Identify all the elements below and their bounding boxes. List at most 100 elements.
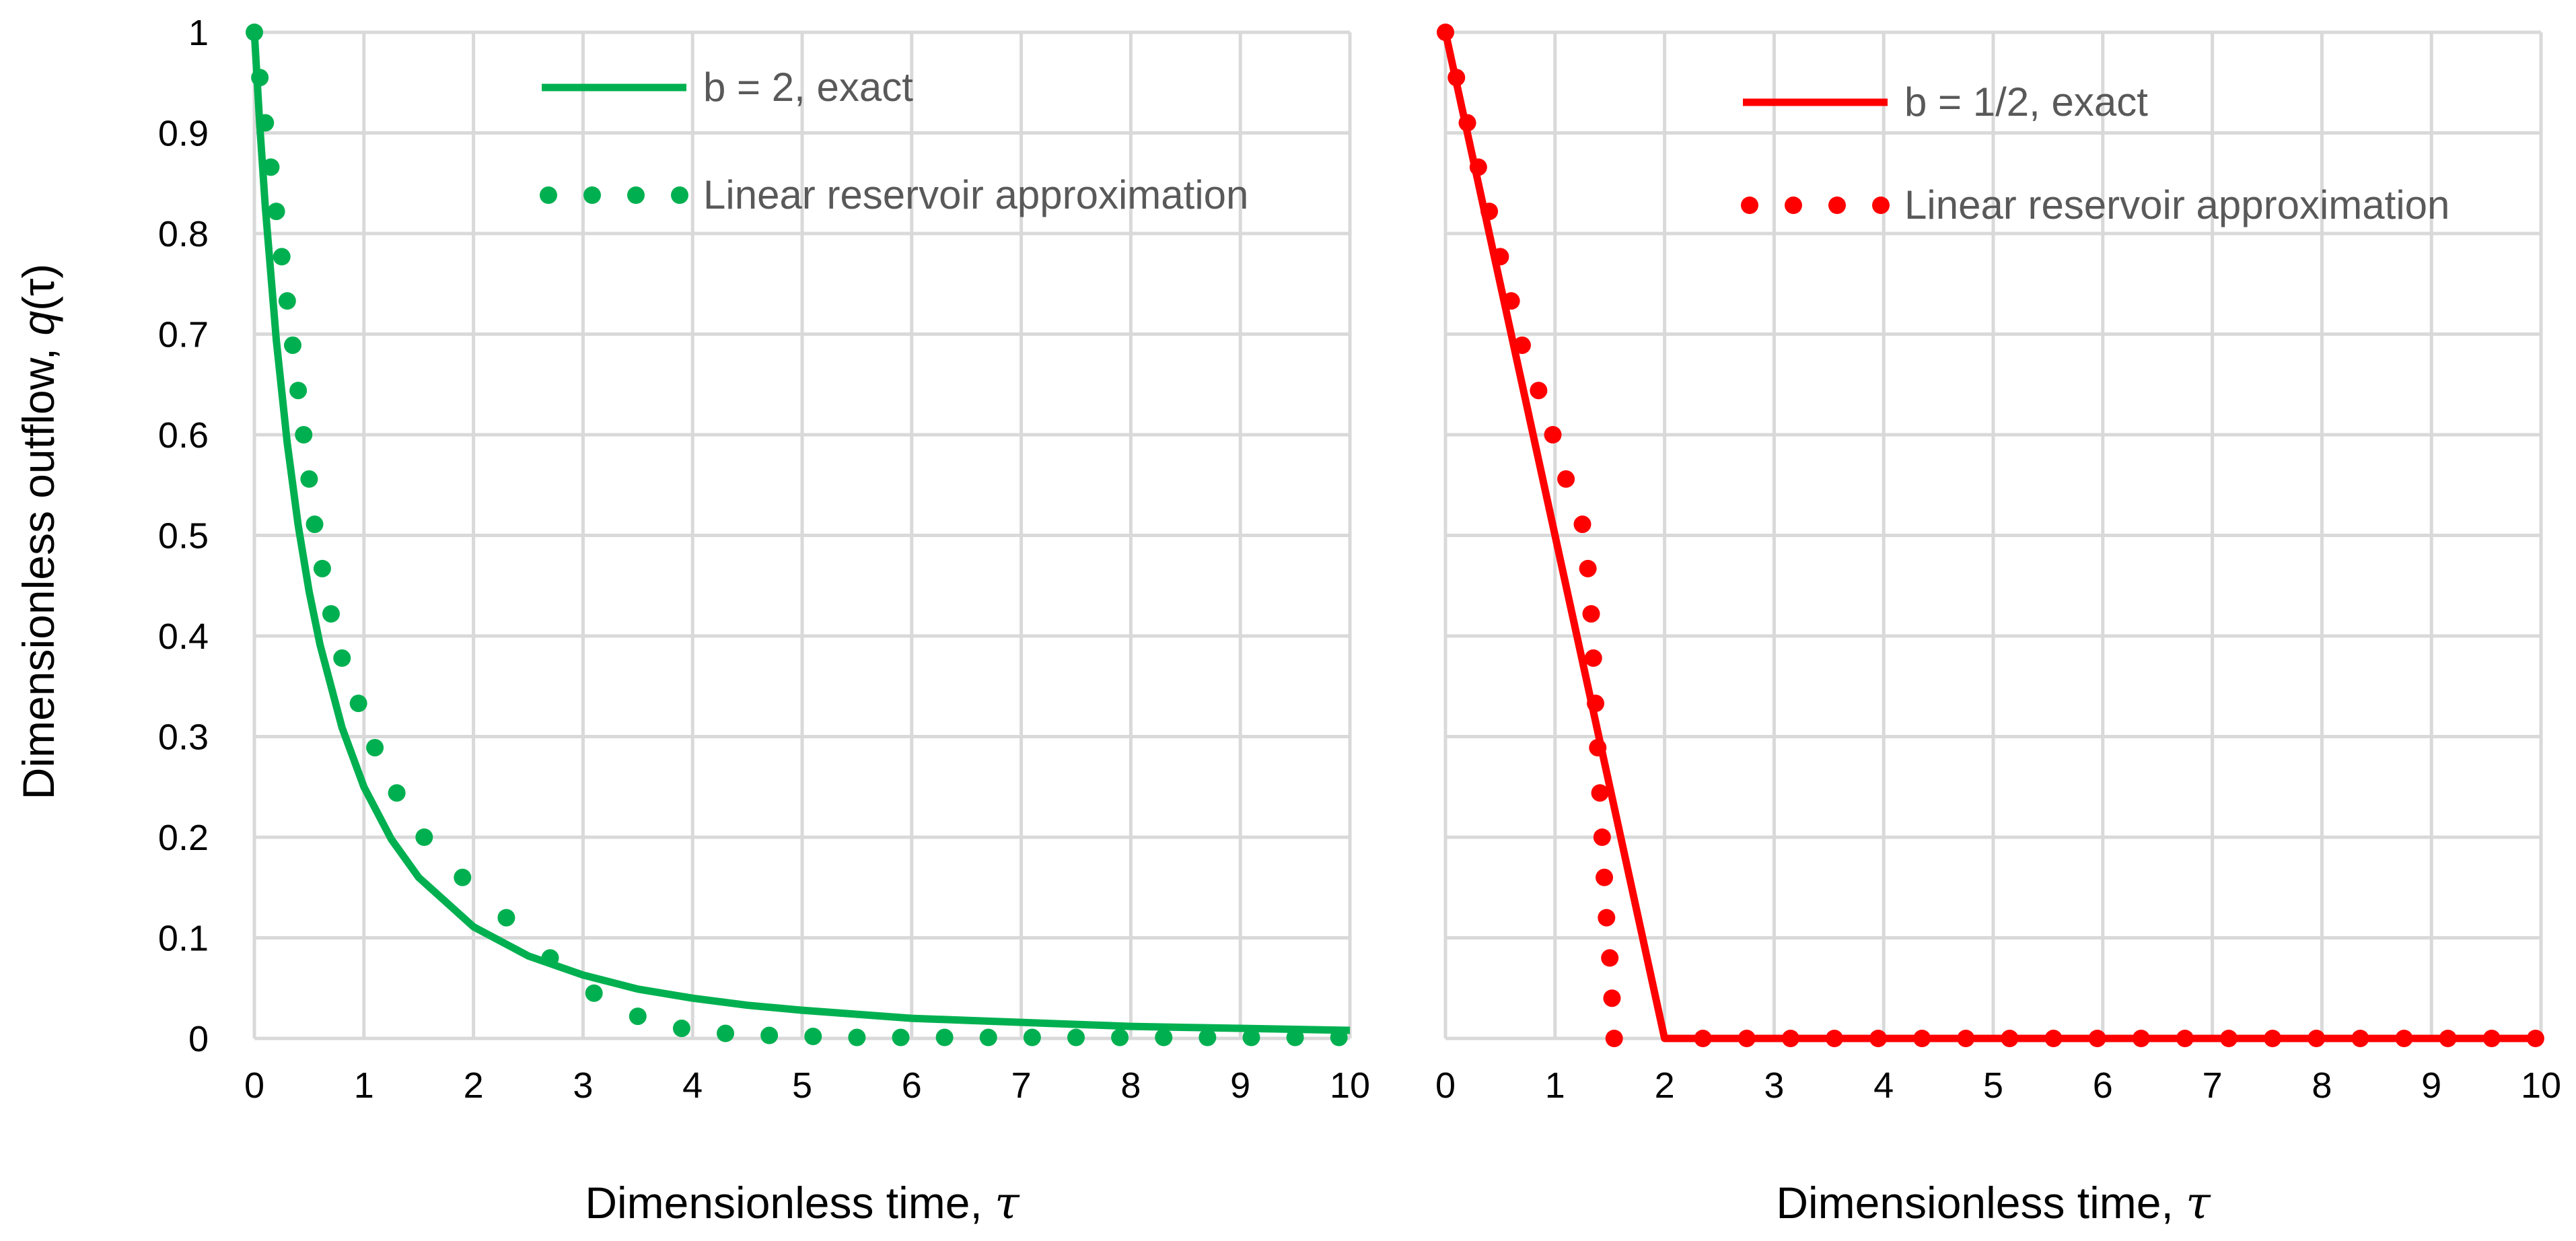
data-point — [1587, 695, 1605, 713]
legend-label: Linear reservoir approximation — [703, 172, 1248, 217]
x-tick-label: 9 — [1230, 1065, 1250, 1106]
y-tick-label: 0.6 — [158, 415, 209, 456]
legend-label: b = 1/2, exact — [1904, 79, 2148, 125]
y-tick-label: 0.2 — [158, 818, 209, 858]
data-point — [283, 336, 301, 354]
data-point — [2132, 1030, 2150, 1047]
data-point — [2264, 1030, 2282, 1047]
data-point — [629, 1007, 647, 1026]
data-point — [322, 605, 340, 623]
x-tick-label: 6 — [902, 1065, 922, 1106]
data-point — [935, 1028, 954, 1047]
x-tick-label: 1 — [354, 1065, 374, 1106]
legend-dot-swatch — [1785, 197, 1802, 214]
data-point — [497, 909, 515, 927]
x-tick-label: 3 — [1764, 1065, 1784, 1106]
data-point — [1198, 1028, 1217, 1047]
data-point — [278, 292, 296, 310]
data-point — [1593, 828, 1611, 846]
y-tick-label: 0 — [188, 1019, 209, 1059]
data-point — [2088, 1030, 2106, 1047]
y-tick-label: 1 — [188, 13, 209, 53]
x-tick-label: 7 — [1011, 1065, 1032, 1106]
legend-dot-swatch — [671, 186, 688, 204]
legend-dot-swatch — [1872, 197, 1890, 214]
x-tick-label: 5 — [1983, 1065, 2003, 1106]
gridlines — [1445, 30, 2543, 1038]
data-point — [804, 1028, 822, 1046]
data-point — [848, 1028, 866, 1047]
data-point — [585, 984, 603, 1002]
y-tick-label: 0.5 — [158, 516, 209, 557]
data-point — [262, 158, 280, 176]
x-tick-label: 4 — [682, 1065, 703, 1106]
legend-item: b = 1/2, exact — [1743, 79, 2148, 125]
left-chart-panel: 0 1 2 3 4 5 6 7 8 9 10 0 0.1 0.2 0.3 0.4 0.5 0.6 0.7 0.8 0.9… — [158, 13, 1370, 1229]
legend-item: Linear reservoir approximation — [540, 172, 1248, 217]
legend-item: b = 2, exact — [542, 65, 913, 110]
data-point — [415, 828, 433, 846]
x-axis-title: Dimensionless time, τ — [585, 1177, 1020, 1229]
data-point — [1067, 1028, 1085, 1047]
x-tick-label: 10 — [1330, 1065, 1370, 1106]
data-point — [1447, 69, 1466, 87]
data-point — [1781, 1030, 1799, 1047]
data-point — [256, 114, 275, 132]
y-axis-title: Dimensionless outflow, q(τ) — [13, 264, 63, 800]
data-point — [717, 1024, 735, 1042]
x-tick-label: 5 — [792, 1065, 812, 1106]
series-line — [1441, 31, 2541, 1042]
data-point — [454, 868, 472, 886]
legend-dot-swatch — [1741, 197, 1758, 214]
legend-label: b = 2, exact — [703, 65, 913, 110]
data-point — [1544, 426, 1562, 444]
y-tick-label: 0.3 — [158, 717, 209, 758]
data-point — [1596, 868, 1614, 886]
x-tick-label: 3 — [573, 1065, 593, 1106]
x-tick-label: 0 — [244, 1065, 264, 1106]
legend-dot-swatch — [627, 186, 645, 204]
data-point — [2482, 1030, 2501, 1047]
legend-dot-swatch — [540, 186, 557, 204]
data-point — [273, 248, 291, 266]
data-point — [1437, 24, 1454, 41]
legend-item: Linear reservoir approximation — [1741, 182, 2449, 227]
data-point — [2351, 1030, 2369, 1047]
data-point — [2395, 1030, 2413, 1047]
x-tick-label: 10 — [2521, 1065, 2561, 1106]
data-point — [388, 784, 406, 802]
x-tick-label: 9 — [2421, 1065, 2441, 1106]
x-tick-label: 6 — [2093, 1065, 2113, 1106]
x-tick-label: 4 — [1873, 1065, 1894, 1106]
data-point — [1598, 909, 1616, 927]
data-point — [1469, 158, 1487, 176]
data-point — [1491, 248, 1509, 266]
data-point — [1957, 1030, 1975, 1047]
data-point — [672, 1020, 690, 1038]
data-point — [1502, 292, 1520, 310]
data-point — [1286, 1028, 1304, 1047]
data-point — [1825, 1030, 1843, 1047]
x-tick-label: 8 — [1120, 1065, 1141, 1106]
data-point — [289, 382, 308, 400]
data-point — [1557, 470, 1575, 488]
exact-series — [250, 32, 1351, 1034]
data-point — [1694, 1030, 1712, 1047]
data-point — [760, 1026, 779, 1044]
data-point — [1869, 1030, 1888, 1047]
data-point — [313, 559, 331, 577]
data-point — [2176, 1030, 2194, 1047]
y-tick-label: 0.8 — [158, 214, 209, 254]
data-point — [1603, 989, 1621, 1007]
y-tick-label: 0.7 — [158, 315, 209, 355]
data-point — [267, 203, 285, 221]
data-point — [1591, 784, 1609, 802]
data-point — [1601, 949, 1619, 967]
data-point — [979, 1028, 997, 1047]
data-point — [2526, 1030, 2544, 1047]
data-point — [1458, 114, 1476, 132]
x-tick-label: 7 — [2203, 1065, 2223, 1106]
data-point — [1480, 203, 1499, 221]
y-tick-label: 0.9 — [158, 114, 209, 154]
data-point — [1582, 605, 1600, 623]
